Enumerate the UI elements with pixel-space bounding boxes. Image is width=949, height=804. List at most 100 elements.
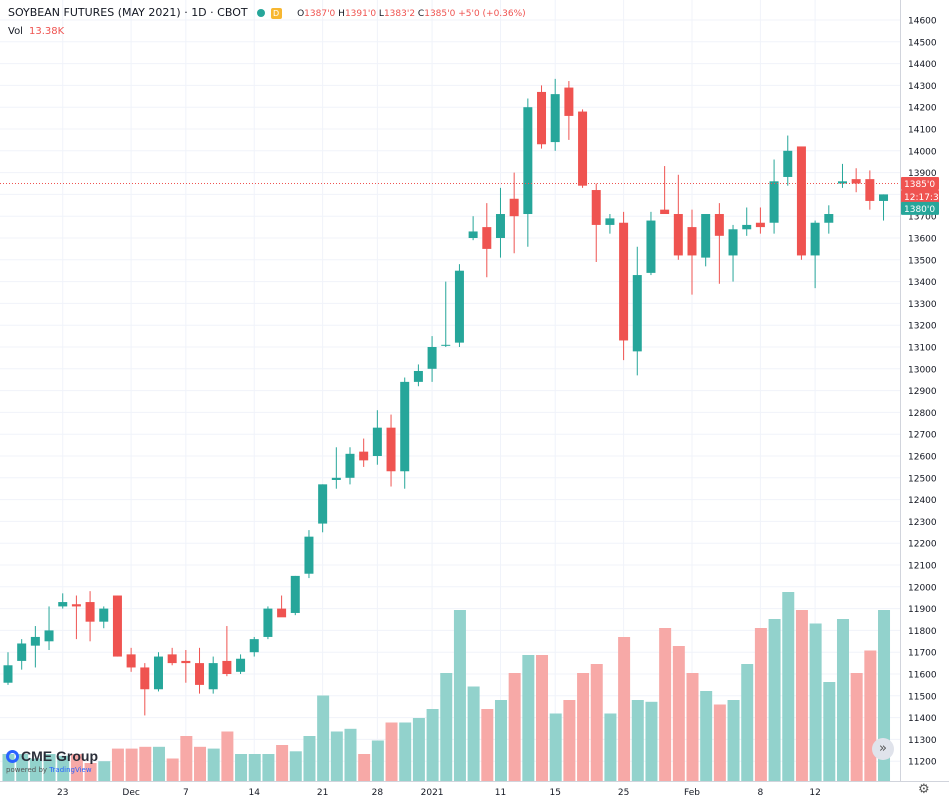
x-tick-label: 2021 — [421, 788, 444, 798]
y-tick-label: 11800 — [908, 627, 937, 637]
candle-body — [468, 231, 478, 238]
candle-body — [140, 667, 150, 690]
volume-bar — [508, 673, 521, 781]
candle-body — [126, 654, 136, 668]
candle-body — [701, 214, 711, 258]
volume-bar — [577, 673, 590, 781]
candle-body — [632, 275, 642, 352]
last-price-badge: 1385'0 — [904, 180, 935, 190]
volume-bar — [659, 628, 672, 781]
y-tick-label: 12800 — [908, 409, 937, 419]
candle-body — [755, 222, 765, 228]
volume-layer — [2, 592, 891, 781]
y-tick-label: 11500 — [908, 692, 937, 702]
candle-body — [290, 575, 300, 613]
candle-body — [591, 190, 601, 225]
y-tick-label: 13700 — [908, 213, 937, 223]
volume-bar — [836, 619, 849, 781]
candle-body — [71, 604, 81, 607]
volume-bar — [823, 682, 836, 781]
y-tick-label: 14400 — [908, 60, 937, 70]
time-axis: 23 Dec 7 14 21 28 2021 11 15 25 Feb 8 12 — [0, 781, 949, 798]
candle-body — [181, 660, 191, 664]
candle-body — [441, 344, 451, 346]
market-status-icon — [257, 9, 266, 17]
candle-body — [673, 214, 683, 256]
candle-body — [427, 347, 437, 369]
candle-body — [345, 453, 355, 478]
high-value: 1391'0 — [344, 9, 377, 19]
volume-bar — [371, 740, 384, 781]
powered-by: powered by TradingView — [6, 766, 110, 774]
candle-body — [865, 179, 875, 201]
candle-body — [537, 91, 547, 145]
volume-bar — [289, 751, 302, 781]
candle-body — [879, 194, 889, 201]
y-tick-label: 11700 — [908, 649, 937, 659]
candle-body — [318, 484, 328, 524]
candle-body — [851, 179, 861, 184]
volume-legend: Vol 13.38K — [8, 26, 64, 37]
y-tick-label: 14300 — [908, 82, 937, 92]
candle-body — [153, 656, 163, 690]
candle-body — [222, 660, 232, 674]
last-price-badge-bg — [901, 177, 939, 190]
candle-body — [619, 222, 629, 341]
scroll-to-realtime-button[interactable]: » — [872, 738, 894, 760]
candle-body — [195, 663, 205, 685]
candle-body — [236, 658, 246, 672]
cme-watermark[interactable]: CME Group powered by TradingView — [6, 748, 110, 784]
volume-bar — [317, 695, 330, 781]
y-tick-label: 11200 — [908, 758, 937, 768]
open-label: O — [297, 9, 305, 19]
change-value: +5'0 (+0.36%) — [458, 9, 526, 19]
symbol-title[interactable]: SOYBEAN FUTURES (MAY 2021) — [8, 6, 181, 19]
volume-bar — [686, 673, 699, 781]
volume-bar — [809, 623, 822, 781]
x-tick-label: 21 — [317, 788, 328, 798]
y-tick-label: 11400 — [908, 714, 937, 724]
candle-body — [714, 214, 724, 236]
candle-body — [495, 214, 505, 238]
volume-bar — [618, 637, 631, 781]
cme-brand: CME Group — [21, 748, 98, 764]
close-value: 1385'0 — [424, 9, 456, 19]
candle-body — [687, 227, 697, 256]
countdown-badge-bg — [901, 190, 939, 203]
volume-bar — [795, 610, 808, 781]
volume-bar — [262, 754, 275, 781]
candle-body — [810, 222, 820, 256]
y-tick-label: 14500 — [908, 38, 937, 48]
volume-bar — [645, 701, 658, 781]
interval-label[interactable]: 1D — [191, 6, 207, 19]
volume-bar — [727, 700, 740, 781]
candle-body — [249, 639, 259, 653]
candle-body — [796, 146, 806, 256]
candle-body — [58, 602, 68, 607]
volume-bar — [125, 748, 138, 781]
y-tick-label: 11300 — [908, 736, 937, 746]
candle-body — [578, 111, 588, 186]
powered-by-label: powered by — [6, 766, 48, 774]
x-tick-label: 23 — [57, 788, 68, 798]
candle-body — [482, 227, 492, 249]
volume-bar — [207, 748, 220, 781]
volume-bar — [84, 763, 97, 781]
x-tick-label: 15 — [549, 788, 560, 798]
y-tick-label: 13300 — [908, 300, 937, 310]
candle-body — [386, 427, 396, 472]
prev-price-badge: 1380'0 — [904, 205, 935, 215]
volume-bar — [864, 650, 877, 781]
y-tick-label: 11900 — [908, 605, 937, 615]
y-tick-label: 12200 — [908, 540, 937, 550]
candle-body — [742, 224, 752, 230]
delayed-data-badge[interactable]: D — [270, 7, 282, 19]
y-tick-label: 13500 — [908, 256, 937, 266]
candle-body — [824, 214, 834, 223]
settings-gear-icon[interactable]: ⚙ — [918, 782, 930, 797]
candle-body — [605, 218, 615, 225]
price-axis: 14600 14500 14400 14300 14200 14100 14000 13900… — [900, 0, 937, 781]
volume-bar — [16, 754, 29, 781]
